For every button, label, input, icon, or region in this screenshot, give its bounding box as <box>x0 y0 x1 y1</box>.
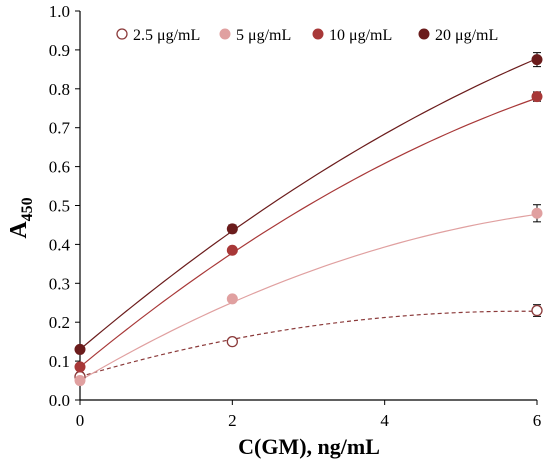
y-tick-label: 0.7 <box>49 119 71 138</box>
data-point <box>531 207 543 219</box>
y-axis-title-main: A <box>6 221 32 239</box>
legend-marker <box>219 28 231 40</box>
x-tick-label: 4 <box>380 411 389 430</box>
fit-curve <box>79 213 538 382</box>
x-tick-label: 2 <box>228 411 237 430</box>
data-point <box>74 375 86 387</box>
y-axis-title-sub: 450 <box>19 197 36 221</box>
data-point <box>531 304 543 317</box>
data-point <box>226 335 238 348</box>
legend-marker <box>418 28 430 40</box>
data-point <box>531 54 543 66</box>
data-point <box>226 223 238 235</box>
y-tick-label: 0.9 <box>49 41 70 60</box>
data-point <box>74 361 86 373</box>
legend: 2.5 μg/mL 5 μg/mL 10 μg/mL 20 μg/mL <box>116 27 498 44</box>
x-tick-label: 0 <box>76 411 85 430</box>
x-axis-title: C(GM), ng/mL <box>238 434 380 459</box>
fit-curve <box>79 97 538 368</box>
y-tick-label: 0.2 <box>49 313 70 332</box>
data-point <box>226 244 238 256</box>
fit-curve <box>79 310 538 378</box>
y-axis-title: A450 <box>6 197 36 238</box>
data-point <box>226 293 238 305</box>
data-point <box>531 91 543 103</box>
y-tick-label: 1.0 <box>49 2 70 21</box>
fit-curve <box>79 58 538 350</box>
axes: 0.0 0.1 0.2 0.3 0.4 0.5 0.6 0.7 0.8 0.9 1.0 0 2 4 6 <box>49 2 542 430</box>
fit-curves <box>79 58 538 382</box>
y-tick-label: 0.3 <box>49 274 70 293</box>
y-tick-label: 0.4 <box>49 235 71 254</box>
data-point <box>74 343 86 355</box>
legend-marker <box>312 28 324 40</box>
legend-marker <box>116 28 128 40</box>
y-tick-label: 0.0 <box>49 391 70 410</box>
legend-label: 2.5 μg/mL <box>133 27 200 44</box>
legend-label: 5 μg/mL <box>236 27 291 44</box>
y-tick-label: 0.6 <box>49 158 70 177</box>
y-tick-label: 0.8 <box>49 80 70 99</box>
legend-label: 10 μg/mL <box>329 27 392 44</box>
data-points <box>74 52 543 387</box>
y-tick-label: 0.5 <box>49 197 70 216</box>
x-tick-label: 6 <box>533 411 542 430</box>
legend-label: 20 μg/mL <box>435 27 498 44</box>
y-tick-label: 0.1 <box>49 352 70 371</box>
